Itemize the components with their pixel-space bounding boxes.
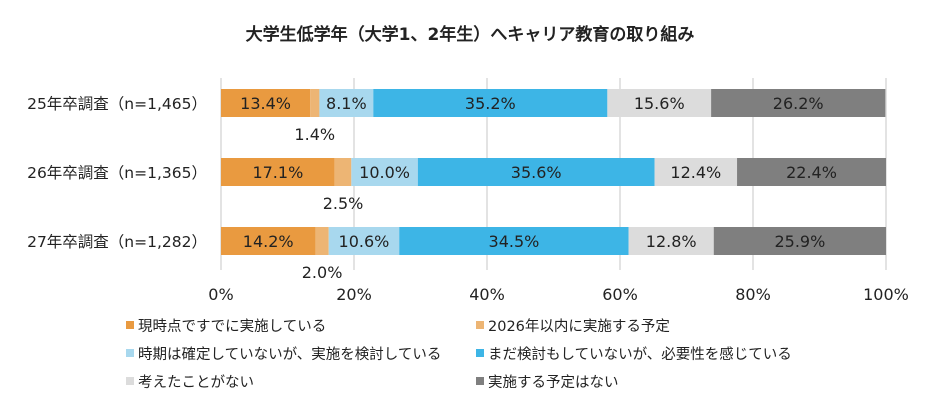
legend-item: 考えたことがない bbox=[126, 370, 476, 392]
data-label: 10.0% bbox=[359, 163, 410, 182]
legend-item: 実施する予定はない bbox=[476, 370, 846, 392]
data-label: 2.0% bbox=[302, 263, 343, 282]
data-label: 34.5% bbox=[489, 232, 540, 251]
x-tick-label: 100% bbox=[863, 285, 909, 304]
category-label: 25年卒調査（n=1,465） bbox=[27, 95, 207, 113]
data-label: 10.6% bbox=[339, 232, 390, 251]
data-label: 1.4% bbox=[294, 125, 335, 144]
legend-item: 現時点ですでに実施している bbox=[126, 314, 476, 336]
legend-label: 2026年以内に実施する予定 bbox=[488, 318, 670, 335]
bar-segment bbox=[654, 158, 738, 186]
chart-title: 大学生低学年（大学1、2年生）へキャリア教育の取り組み bbox=[246, 24, 695, 45]
bar-segment bbox=[351, 158, 418, 186]
legend-label: 現時点ですでに実施している bbox=[138, 318, 327, 335]
legend-label: 実施する予定はない bbox=[488, 374, 619, 391]
legend-swatch bbox=[126, 349, 134, 357]
data-label: 35.6% bbox=[511, 163, 562, 182]
legend-swatch bbox=[476, 377, 484, 385]
x-tick-label: 0% bbox=[208, 285, 233, 304]
legend-label: 考えたことがない bbox=[138, 374, 254, 391]
bar-segment bbox=[328, 227, 400, 255]
bar-segment bbox=[315, 227, 329, 255]
x-tick-label: 20% bbox=[336, 285, 372, 304]
data-label: 8.1% bbox=[326, 94, 367, 113]
legend-label: まだ検討もしていないが、必要性を感じている bbox=[488, 346, 792, 363]
legend-item: 時期は確定していないが、実施を検討している bbox=[126, 342, 476, 364]
bar-segment bbox=[711, 89, 886, 117]
data-label: 22.4% bbox=[786, 163, 837, 182]
legend-swatch bbox=[476, 321, 484, 329]
legend-item: 2026年以内に実施する予定 bbox=[476, 314, 846, 336]
category-label: 27年卒調査（n=1,282） bbox=[27, 233, 207, 251]
bar-segment bbox=[399, 227, 629, 255]
bar-segment bbox=[417, 158, 655, 186]
legend-label: 時期は確定していないが、実施を検討している bbox=[138, 346, 442, 363]
category-label: 26年卒調査（n=1,365） bbox=[27, 164, 207, 182]
bar-segment bbox=[373, 89, 608, 117]
data-label: 26.2% bbox=[773, 94, 824, 113]
data-label: 12.8% bbox=[646, 232, 697, 251]
bar-segment bbox=[737, 158, 886, 186]
data-label: 15.6% bbox=[634, 94, 685, 113]
x-tick-label: 40% bbox=[469, 285, 505, 304]
data-label: 25.9% bbox=[774, 232, 825, 251]
legend: 現時点ですでに実施している 2026年以内に実施する予定時期は確定していないが、実… bbox=[126, 314, 846, 392]
bar-segment bbox=[334, 158, 352, 186]
bar-segment bbox=[713, 227, 886, 255]
legend-item: まだ検討もしていないが、必要性を感じている bbox=[476, 342, 846, 364]
bar-segment bbox=[607, 89, 712, 117]
data-label: 14.2% bbox=[243, 232, 294, 251]
legend-swatch bbox=[126, 321, 134, 329]
bar-segment bbox=[221, 227, 316, 255]
data-label: 35.2% bbox=[465, 94, 516, 113]
legend-swatch bbox=[126, 377, 134, 385]
bar-segment bbox=[221, 89, 311, 117]
bar-segment bbox=[319, 89, 374, 117]
x-tick-label: 80% bbox=[735, 285, 771, 304]
bar-segment bbox=[628, 227, 714, 255]
data-label: 12.4% bbox=[670, 163, 721, 182]
data-label: 2.5% bbox=[323, 194, 364, 213]
bar-segment bbox=[310, 89, 320, 117]
data-label: 17.1% bbox=[252, 163, 303, 182]
x-tick-label: 60% bbox=[602, 285, 638, 304]
bar-segment bbox=[221, 158, 335, 186]
legend-swatch bbox=[476, 349, 484, 357]
data-label: 13.4% bbox=[240, 94, 291, 113]
